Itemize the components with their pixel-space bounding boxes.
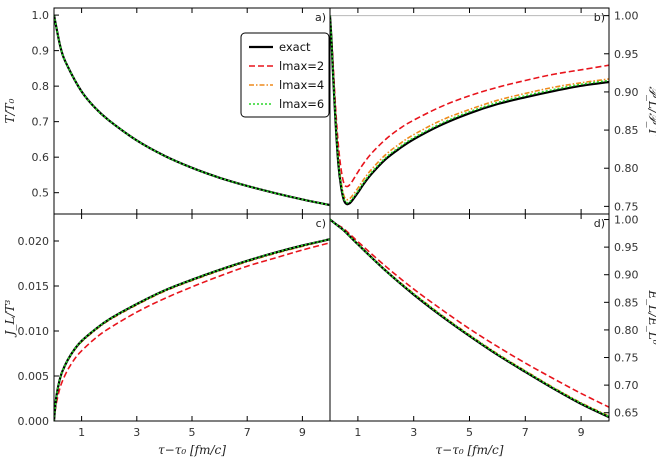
series-line-lmax6 [330,218,609,418]
y-tick-label: 0.95 [614,48,639,61]
x-tick-label: 9 [299,426,306,439]
y-tick-label: 0.85 [614,124,639,137]
series-line-lmax6 [330,15,609,204]
x-tick-label: 9 [578,426,585,439]
x-tick-label: 5 [466,426,473,439]
x-tick-label: 3 [133,426,140,439]
legend-box [240,32,330,118]
panel-label: b) [594,11,605,24]
panel-b: 0.75 0.80 0.85 0.90 0.95 1.00 b) 𝒫_L/𝒫_T [329,7,656,215]
y-tick-label: 0.8 [32,80,50,93]
panel-d: 0.65 0.70 0.75 0.80 0.85 0.90 0.95 1.00 1 3 5 7 9 d) E… [329,213,656,439]
y-tick-label: 0.80 [614,324,639,337]
series-group [330,218,609,419]
panel-frame [329,213,610,422]
y-tick-label: 0.70 [614,379,639,392]
y-tick-label: 1.00 [614,214,639,227]
y-tick-label: 0.75 [614,352,639,365]
y-tick-label: 0.7 [32,116,50,129]
y-tick-label: 0.9 [32,45,50,58]
y-tick-label: 0.015 [18,280,50,293]
series-line-lmax2 [330,15,609,188]
y-tick-label: 0.95 [614,241,639,254]
y-tick-label: 0.90 [614,86,639,99]
series-line-lmax2 [54,242,330,421]
y-tick-label: 0.85 [614,296,639,309]
y-axis-label: E_L/E_L⁰ [646,289,656,345]
panel-label: a) [315,11,326,24]
series-group [330,15,609,206]
panel-label: c) [316,217,326,230]
y-tick-label: 0.010 [18,325,50,338]
y-tick-label: 0.000 [18,415,50,428]
x-tick-label: 7 [522,426,529,439]
legend-entry: exact [279,40,311,54]
x-tick-label: 3 [410,426,417,439]
y-tick-label: 0.005 [18,370,50,383]
panel-frame [53,213,331,422]
x-tick-label: 1 [354,426,361,439]
series-line-lmax2 [330,218,609,408]
series-line-exact [330,218,609,419]
x-axis-label: τ−τ₀ [fm/c] [436,443,504,457]
y-tick-label: 0.80 [614,162,639,175]
y-tick-label: 0.75 [614,200,639,213]
series-group [54,14,330,207]
panel-c: 0.000 0.005 0.010 0.015 0.020 1 3 5 7 9 c) J_L/T³ [3,213,331,439]
y-tick-label: 0.020 [18,235,50,248]
y-axis-label: J_L/T³ [3,299,17,338]
y-axis-label: 𝒫_L/𝒫_T [646,86,656,136]
x-tick-label: 7 [244,426,251,439]
x-tick-label: 1 [78,426,85,439]
series-group [54,238,330,421]
legend-entry: lmax=2 [279,59,324,73]
series-line-lmax6 [54,238,330,421]
y-tick-label: 0.65 [614,407,639,420]
y-tick-label: 1.0 [32,9,50,22]
y-tick-label: 1.00 [614,10,639,23]
series-line-exact [330,15,609,206]
y-tick-label: 0.6 [32,151,50,164]
x-axis-label: τ−τ₀ [fm/c] [158,443,226,457]
series-line-lmax4 [330,15,609,201]
series-line-lmax6 [54,14,330,206]
x-tick-label: 5 [189,426,196,439]
y-tick-label: 0.5 [32,187,50,200]
legend-entry: lmax=6 [279,97,324,111]
y-tick-label: 0.90 [614,269,639,282]
panel-label: d) [594,217,605,230]
legend: exact lmax=2 lmax=4 lmax=6 [240,32,330,118]
legend-entry: lmax=4 [279,78,324,92]
y-axis-label: T/T₀ [3,98,17,123]
